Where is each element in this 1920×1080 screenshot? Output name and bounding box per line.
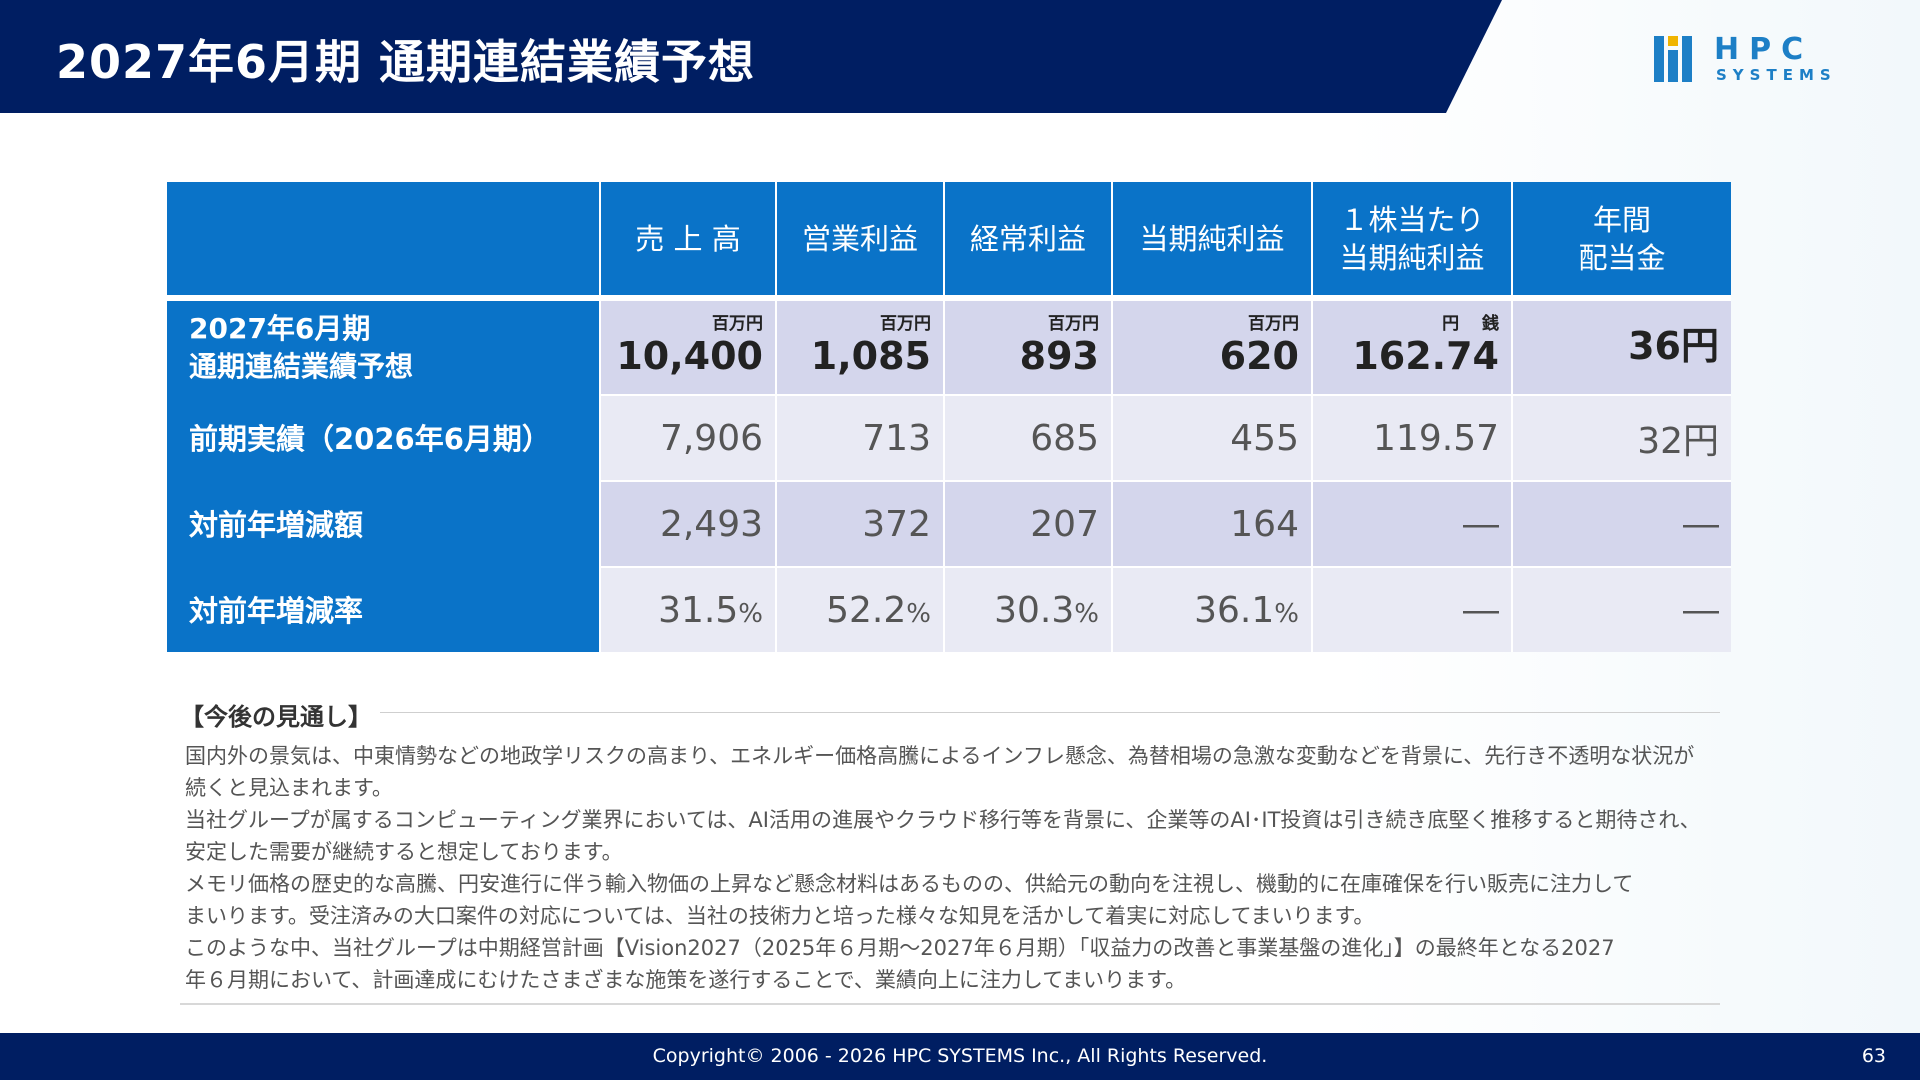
- percent-sign: %: [1274, 598, 1299, 629]
- footer-bar: Copyright© 2006 - 2026 HPC SYSTEMS Inc.,…: [0, 1033, 1920, 1080]
- col-header-net-income: 当期純利益: [1113, 182, 1313, 295]
- unit-label: 百万円: [1248, 313, 1299, 334]
- cell-change-dividend: ―: [1513, 480, 1731, 566]
- cell-forecast-eps: 円 銭 162.74: [1313, 295, 1513, 394]
- cell-prior-operating-income: 713: [777, 394, 945, 480]
- col-header-sales: 売 上 高: [601, 182, 777, 295]
- cell-prior-net-income: 455: [1113, 394, 1313, 480]
- percent-sign: %: [906, 598, 931, 629]
- rate-value: ―: [1683, 589, 1719, 631]
- header-background: [0, 0, 1502, 113]
- cell-value: 10,400: [616, 333, 763, 378]
- row-label-yoy-change: 対前年増減額: [167, 480, 601, 566]
- unit-label: 円 銭: [1442, 313, 1499, 334]
- outlook-line: 安定した需要が継続すると想定しております。: [185, 840, 623, 864]
- page-title: 2027年6月期 通期連結業績予想: [56, 35, 756, 89]
- cell-forecast-ordinary-income: 百万円 893: [945, 295, 1113, 394]
- outlook-line: 年６月期において、計画達成にむけたさまざまな施策を遂行することで、業績向上に注力…: [185, 968, 1187, 992]
- cell-value: 162.74: [1352, 333, 1499, 378]
- rate-value: 31.5: [658, 589, 739, 631]
- outlook-line: 国内外の景気は、中東情勢などの地政学リスクの高まり、エネルギー価格高騰によるイン…: [185, 744, 1695, 768]
- outlook-line: メモリ価格の歴史的な高騰、円安進行に伴う輸入物価の上昇など懸念材料はあるものの、…: [185, 872, 1634, 896]
- unit-label: 百万円: [712, 313, 763, 334]
- cell-prior-eps: 119.57: [1313, 394, 1513, 480]
- cell-rate-ordinary-income: 30.3%: [945, 566, 1113, 652]
- cell-forecast-operating-income: 百万円 1,085: [777, 295, 945, 394]
- rate-value: 52.2: [826, 589, 907, 631]
- outlook-divider: [380, 712, 1720, 713]
- cell-prior-ordinary-income: 685: [945, 394, 1113, 480]
- row-label-forecast-line2: 通期連結業績予想: [189, 349, 414, 383]
- row-label-prior-year: 前期実績（2026年6月期）: [167, 394, 601, 480]
- cell-value: 36円: [1628, 323, 1719, 368]
- cell-rate-eps: ―: [1313, 566, 1513, 652]
- unit-label: 百万円: [880, 313, 931, 334]
- table-header-row: 売 上 高 営業利益 経常利益 当期純利益 １株当たり 当期純利益 年間 配当金: [167, 182, 1731, 295]
- col-header-operating-income: 営業利益: [777, 182, 945, 295]
- table-row-yoy-rate: 対前年増減率 31.5% 52.2% 30.3% 36.1% ― ―: [167, 566, 1731, 652]
- table-row-forecast: 2027年6月期 通期連結業績予想 百万円 10,400 百万円 1,085 百万円…: [167, 295, 1731, 394]
- logo-text-systems: SYSTEMS: [1716, 66, 1837, 84]
- cell-change-sales: 2,493: [601, 480, 777, 566]
- cell-change-eps: ―: [1313, 480, 1513, 566]
- copyright-text: Copyright© 2006 - 2026 HPC SYSTEMS Inc.,…: [652, 1045, 1268, 1067]
- row-label-forecast-line1: 2027年6月期: [189, 311, 371, 345]
- cell-rate-sales: 31.5%: [601, 566, 777, 652]
- table-row-yoy-change: 対前年増減額 2,493 372 207 164 ― ―: [167, 480, 1731, 566]
- outlook-line: 当社グループが属するコンピューティング業界においては、AI活用の進展やクラウド移…: [185, 808, 1701, 832]
- cell-prior-sales: 7,906: [601, 394, 777, 480]
- logo-text-hpc: HPC: [1714, 32, 1814, 67]
- header-band: 2027年6月期 通期連結業績予想 HPC SYSTEMS: [0, 0, 1920, 113]
- page-number: 63: [1861, 1045, 1886, 1067]
- cell-change-operating-income: 372: [777, 480, 945, 566]
- cell-change-ordinary-income: 207: [945, 480, 1113, 566]
- outlook-heading: 【今後の見通し】: [180, 703, 372, 731]
- cell-rate-operating-income: 52.2%: [777, 566, 945, 652]
- row-label-forecast: 2027年6月期 通期連結業績予想: [167, 295, 601, 394]
- outlook-line: まいります。受注済みの大口案件の対応については、当社の技術力と培った様々な知見を…: [185, 904, 1375, 928]
- outlook-bottom-divider: [180, 1003, 1720, 1005]
- hpc-logo-icon: [1654, 36, 1692, 82]
- col-header-eps: １株当たり 当期純利益: [1313, 182, 1513, 295]
- cell-change-net-income: 164: [1113, 480, 1313, 566]
- cell-value: 1,085: [810, 333, 931, 378]
- forecast-table: 売 上 高 営業利益 経常利益 当期純利益 １株当たり 当期純利益 年間 配当金…: [167, 182, 1731, 652]
- cell-value: 620: [1219, 333, 1299, 378]
- cell-rate-dividend: ―: [1513, 566, 1731, 652]
- percent-sign: %: [1074, 598, 1099, 629]
- cell-forecast-sales: 百万円 10,400: [601, 295, 777, 394]
- rate-value: 30.3: [994, 589, 1075, 631]
- cell-rate-net-income: 36.1%: [1113, 566, 1313, 652]
- cell-prior-dividend: 32円: [1513, 394, 1731, 480]
- rate-value: ―: [1463, 589, 1499, 631]
- table-corner-cell: [167, 182, 601, 295]
- col-header-dividend: 年間 配当金: [1513, 182, 1731, 295]
- cell-forecast-net-income: 百万円 620: [1113, 295, 1313, 394]
- rate-value: 36.1: [1194, 589, 1275, 631]
- col-header-ordinary-income: 経常利益: [945, 182, 1113, 295]
- unit-label: 百万円: [1048, 313, 1099, 334]
- table-row-prior-year: 前期実績（2026年6月期） 7,906 713 685 455 119.57 …: [167, 394, 1731, 480]
- cell-value: 893: [1019, 333, 1099, 378]
- outlook-line: このような中、当社グループは中期経営計画【Vision2027（2025年６月期…: [185, 936, 1615, 960]
- outlook-body: 国内外の景気は、中東情勢などの地政学リスクの高まり、エネルギー価格高騰によるイン…: [185, 740, 1745, 996]
- outlook-line: 続くと見込まれます。: [185, 776, 393, 800]
- company-logo: HPC SYSTEMS: [1654, 32, 1854, 88]
- row-label-yoy-rate: 対前年増減率: [167, 566, 601, 652]
- percent-sign: %: [738, 598, 763, 629]
- cell-forecast-dividend: 36円: [1513, 295, 1731, 394]
